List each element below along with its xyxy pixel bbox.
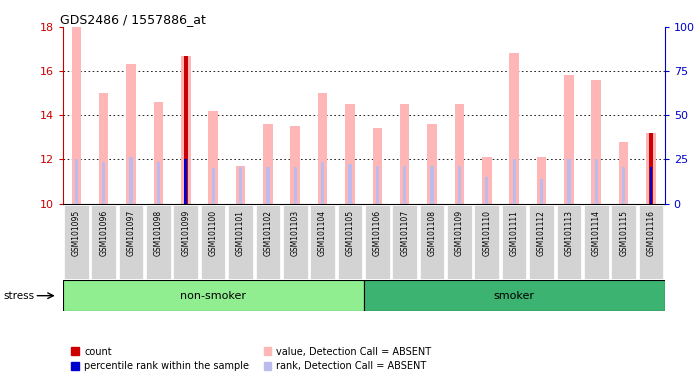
Text: GSM101099: GSM101099 <box>181 210 190 256</box>
FancyBboxPatch shape <box>91 205 116 279</box>
Bar <box>236 166 245 204</box>
Text: GSM101097: GSM101097 <box>127 210 136 256</box>
Bar <box>154 102 163 204</box>
Text: GSM101112: GSM101112 <box>537 210 546 255</box>
Text: GSM101113: GSM101113 <box>564 210 574 256</box>
Bar <box>318 93 327 204</box>
FancyBboxPatch shape <box>639 205 663 279</box>
Bar <box>537 157 546 204</box>
Bar <box>372 128 382 204</box>
Bar <box>184 159 187 204</box>
Text: GSM101109: GSM101109 <box>455 210 464 256</box>
Text: GSM101114: GSM101114 <box>592 210 601 256</box>
Bar <box>458 166 461 204</box>
FancyBboxPatch shape <box>310 205 335 279</box>
Bar <box>649 167 652 204</box>
Legend: count, percentile rank within the sample, value, Detection Call = ABSENT, rank, : count, percentile rank within the sample… <box>68 343 435 375</box>
Text: GSM101102: GSM101102 <box>263 210 272 256</box>
Bar <box>181 56 191 204</box>
Text: GSM101105: GSM101105 <box>345 210 354 256</box>
Bar <box>294 167 297 204</box>
Bar <box>63 280 363 311</box>
Bar <box>212 168 215 204</box>
FancyBboxPatch shape <box>420 205 444 279</box>
Text: GSM101104: GSM101104 <box>318 210 327 256</box>
Bar <box>345 104 355 204</box>
Bar <box>649 167 653 204</box>
Text: GSM101107: GSM101107 <box>400 210 409 256</box>
Bar <box>126 65 136 204</box>
FancyBboxPatch shape <box>557 205 581 279</box>
Bar <box>74 159 78 204</box>
Bar <box>454 104 464 204</box>
Bar <box>99 93 109 204</box>
FancyBboxPatch shape <box>283 205 308 279</box>
FancyBboxPatch shape <box>447 205 472 279</box>
Text: GSM101095: GSM101095 <box>72 210 81 256</box>
Bar <box>102 162 105 204</box>
Bar <box>400 104 409 204</box>
Text: GSM101096: GSM101096 <box>100 210 108 256</box>
FancyBboxPatch shape <box>338 205 363 279</box>
Text: GSM101115: GSM101115 <box>619 210 628 256</box>
FancyBboxPatch shape <box>584 205 608 279</box>
FancyBboxPatch shape <box>611 205 636 279</box>
Bar <box>430 166 434 204</box>
FancyBboxPatch shape <box>173 205 198 279</box>
FancyBboxPatch shape <box>146 205 171 279</box>
Bar <box>184 159 187 204</box>
Bar <box>267 167 269 204</box>
Bar <box>509 53 519 204</box>
Bar <box>376 166 379 204</box>
Text: GSM101101: GSM101101 <box>236 210 245 256</box>
Bar <box>564 76 574 204</box>
FancyBboxPatch shape <box>502 205 526 279</box>
Bar <box>427 124 437 204</box>
Bar <box>592 80 601 204</box>
Bar <box>72 27 81 204</box>
Bar <box>239 167 242 204</box>
Text: GSM101100: GSM101100 <box>209 210 218 256</box>
FancyBboxPatch shape <box>365 205 390 279</box>
Bar <box>363 280 665 311</box>
FancyBboxPatch shape <box>119 205 143 279</box>
Text: GSM101108: GSM101108 <box>427 210 436 256</box>
Bar <box>403 166 406 204</box>
FancyBboxPatch shape <box>201 205 226 279</box>
FancyBboxPatch shape <box>64 205 88 279</box>
Bar <box>208 111 218 204</box>
FancyBboxPatch shape <box>228 205 253 279</box>
Bar <box>348 164 351 204</box>
FancyBboxPatch shape <box>529 205 554 279</box>
Text: non-smoker: non-smoker <box>180 291 246 301</box>
Bar <box>263 124 273 204</box>
Text: GSM101103: GSM101103 <box>291 210 300 256</box>
Bar <box>290 126 300 204</box>
Bar <box>649 133 653 204</box>
Text: GSM101110: GSM101110 <box>482 210 491 256</box>
Bar <box>512 159 516 204</box>
FancyBboxPatch shape <box>475 205 499 279</box>
Bar <box>619 142 628 204</box>
Bar <box>540 179 543 204</box>
Bar <box>485 177 489 204</box>
Text: GDS2486 / 1557886_at: GDS2486 / 1557886_at <box>60 13 205 26</box>
FancyBboxPatch shape <box>255 205 280 279</box>
FancyBboxPatch shape <box>393 205 417 279</box>
Bar <box>321 162 324 204</box>
Bar <box>594 159 598 204</box>
Bar <box>129 157 133 204</box>
Bar <box>482 157 491 204</box>
Text: smoker: smoker <box>493 291 535 301</box>
Text: stress: stress <box>3 291 34 301</box>
Bar <box>157 162 160 204</box>
Bar <box>567 159 571 204</box>
Bar <box>622 167 625 204</box>
Text: GSM101116: GSM101116 <box>647 210 656 256</box>
Text: GSM101106: GSM101106 <box>373 210 382 256</box>
Text: GSM101111: GSM101111 <box>509 210 519 255</box>
Bar <box>184 56 188 204</box>
Bar <box>646 133 656 204</box>
Text: GSM101098: GSM101098 <box>154 210 163 256</box>
